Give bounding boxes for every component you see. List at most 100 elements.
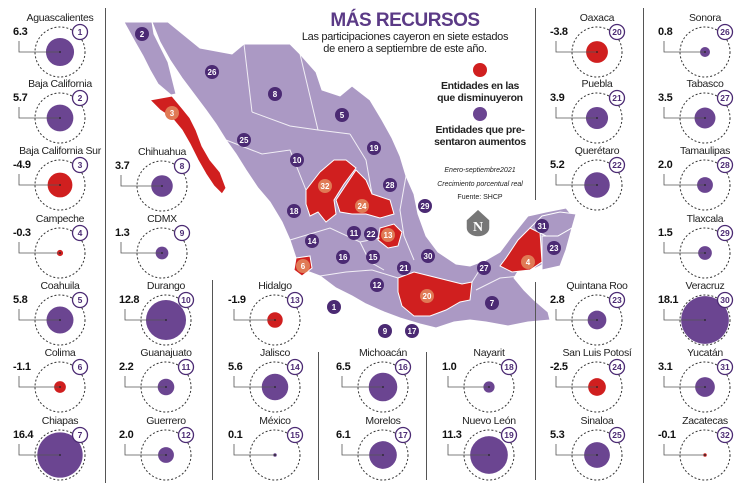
state-card: 22 Querétaro 5.2: [544, 145, 650, 213]
map-state-badge: [205, 65, 219, 79]
leader-line: [120, 242, 162, 254]
leader-line: [663, 174, 705, 186]
state-value: 3.5: [658, 92, 673, 104]
state-card: 16 Michoacán 6.5: [330, 347, 436, 415]
leader-line: [233, 444, 275, 456]
state-number-badge: [608, 291, 626, 309]
map-state-number: 23: [550, 244, 559, 253]
state-card: 21 Puebla 3.9: [544, 78, 650, 146]
reference-ring: [249, 429, 301, 481]
leader-line: [18, 174, 60, 186]
state-number: 21: [612, 93, 622, 103]
reference-ring: [357, 361, 409, 413]
bubble-graphic: 20: [555, 23, 626, 78]
state-value: -0.1: [658, 429, 676, 441]
map-state-badge: [381, 228, 395, 242]
state-card: 1 Aguascalientes 6.3: [7, 12, 113, 80]
map-state-number: 13: [384, 231, 393, 240]
map-state-badge: [521, 255, 535, 269]
subtitle-line-1: Las participaciones cayeron en siete est…: [301, 31, 509, 43]
state-name: Guanajuato: [140, 347, 192, 359]
state-name: CDMX: [147, 213, 177, 225]
leader-line: [555, 174, 597, 186]
state-number: 12: [181, 430, 191, 440]
reference-ring: [34, 361, 86, 413]
state-number-badge: [177, 291, 195, 309]
state-card: 29 Tlaxcala 1.5: [652, 213, 750, 281]
bubble-graphic: 11: [124, 358, 195, 413]
state-value: 6.3: [13, 26, 28, 38]
state-card: 5 Coahuila 5.8: [7, 280, 113, 348]
state-number-badge: [608, 23, 626, 41]
state-number-badge: [173, 157, 191, 175]
map-state-number: 14: [308, 237, 317, 246]
bubble-graphic: 12: [124, 426, 195, 481]
map-state-number: 11: [350, 229, 359, 238]
map-state-number: 4: [526, 258, 531, 267]
state-value: 12.8: [119, 294, 140, 306]
map-state-baja-california: [123, 21, 177, 96]
state-card: 13 Hidalgo -1.9: [222, 280, 328, 348]
leader-line: [555, 41, 597, 53]
legend-increase-swatch: [473, 107, 487, 121]
state-name: Sinaloa: [580, 415, 614, 427]
bubble-graphic: 16: [341, 358, 412, 413]
state-name: Campeche: [35, 213, 85, 225]
state-number: 31: [720, 362, 730, 372]
map-state-number: 9: [383, 327, 388, 336]
leader-line: [663, 41, 705, 53]
leader-line: [341, 376, 383, 388]
reference-ring: [463, 361, 515, 413]
state-card: 6 Colima -1.1: [7, 347, 113, 415]
map-state-badge: [290, 153, 304, 167]
bubble-graphic: 2: [18, 89, 89, 144]
state-name: Querétaro: [574, 145, 620, 157]
state-number: 19: [504, 430, 514, 440]
state-card: 28 Tamaulipas 2.0: [652, 145, 750, 213]
reference-ring: [140, 294, 192, 346]
map-state-badge: [367, 141, 381, 155]
map-state-number: 5: [340, 111, 345, 120]
state-card: 18 Nayarit 1.0: [436, 347, 542, 415]
logo-letter: N: [473, 220, 483, 235]
legend-increase-line-2: sentaron aumentos: [434, 136, 526, 148]
leader-line: [18, 376, 60, 388]
state-number-badge: [608, 358, 626, 376]
state-card: 19 Nuevo León 11.3: [436, 415, 542, 483]
map-state-baja-california-sur: [148, 95, 227, 195]
state-value: 6.1: [336, 429, 351, 441]
state-name: Oaxaca: [579, 12, 615, 24]
state-number-badge: [177, 358, 195, 376]
state-value: 5.7: [13, 92, 28, 104]
reference-ring: [571, 92, 623, 144]
bubble-graphic: 13: [233, 291, 304, 346]
state-value: -4.9: [13, 159, 31, 171]
map-state-number: 30: [424, 252, 433, 261]
state-number-badge: [716, 23, 734, 41]
state-number: 20: [612, 27, 622, 37]
state-number: 6: [78, 362, 83, 372]
state-value: 5.3: [550, 429, 565, 441]
state-value: 16.4: [13, 429, 34, 441]
state-number: 3: [78, 160, 83, 170]
map-state-number: 24: [358, 202, 367, 211]
state-number: 4: [78, 228, 83, 238]
state-name: Puebla: [581, 78, 613, 90]
bubble-graphic: 18: [447, 358, 518, 413]
map-state-badge: [287, 204, 301, 218]
state-number: 5: [78, 295, 83, 305]
state-card: 8 Chihuahua 3.7: [109, 146, 215, 214]
state-card: 20 Oaxaca -3.8: [544, 12, 650, 80]
leader-line: [663, 242, 705, 254]
state-card: 24 San Luis Potosí -2.5: [544, 347, 650, 415]
state-value: 0.1: [228, 429, 243, 441]
state-card: 4 Campeche -0.3: [7, 213, 113, 281]
map-state-number: 25: [240, 136, 249, 145]
map-state-number: 8: [273, 90, 278, 99]
map-state-badge: [397, 261, 411, 275]
state-name: Veracruz: [685, 280, 725, 292]
leader-line: [555, 107, 597, 119]
state-value: 3.1: [658, 361, 673, 373]
leader-line: [447, 444, 489, 456]
